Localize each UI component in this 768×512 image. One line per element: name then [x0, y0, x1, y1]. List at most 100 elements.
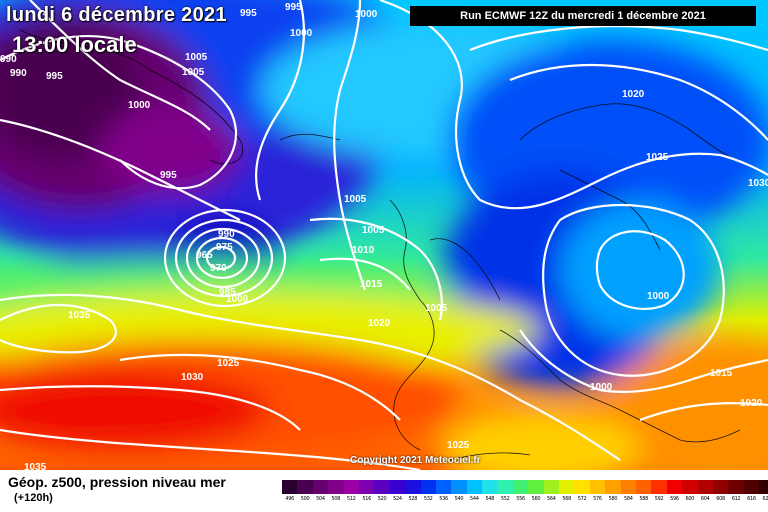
scale-cell: 532	[420, 480, 436, 504]
isobar-label: 1000	[226, 294, 249, 305]
isobar-label: 1020	[622, 89, 645, 100]
legend-title: Géop. z500, pression niveau mer	[8, 474, 226, 490]
scale-cell: 612	[728, 480, 744, 504]
scale-label: 576	[593, 496, 602, 502]
scale-swatch	[666, 480, 683, 494]
scale-label: 516	[362, 496, 371, 502]
scale-swatch	[466, 480, 483, 494]
scale-label: 588	[639, 496, 648, 502]
scale-swatch	[559, 480, 575, 494]
isobar-label: 1015	[360, 279, 383, 290]
scale-cell: 520	[374, 480, 390, 504]
scale-label: 608	[716, 496, 725, 502]
scale-label: 592	[654, 496, 664, 502]
legend-footer: Géop. z500, pression niveau mer (+120h) …	[0, 470, 768, 512]
scale-cell: 580	[605, 480, 621, 504]
scale-label: 580	[608, 496, 618, 502]
scale-cell: 620	[759, 480, 768, 504]
scale-label: 540	[454, 496, 464, 502]
scale-cell: 500	[297, 480, 313, 504]
isobar-label: 1005	[362, 225, 385, 236]
scale-label: 568	[562, 496, 572, 502]
isobar-label: 985	[219, 287, 236, 298]
forecast-date: lundi 6 décembre 2021	[6, 4, 227, 26]
scale-label: 520	[377, 496, 387, 502]
scale-cell: 496	[282, 480, 298, 504]
scale-swatch	[420, 480, 436, 494]
scale-swatch	[389, 480, 406, 494]
scale-swatch	[482, 480, 498, 494]
isobar-label: 990	[10, 68, 27, 79]
scale-label: 564	[547, 496, 556, 502]
scale-cell: 604	[697, 480, 713, 504]
scale-cell: 516	[358, 480, 375, 504]
scale-label: 528	[408, 496, 418, 502]
scale-label: 612	[731, 496, 741, 502]
isobar-label: 1000	[647, 291, 670, 302]
scale-label: 508	[331, 496, 341, 502]
isobar-label: 1030	[181, 372, 204, 383]
scale-cell: 564	[543, 480, 560, 504]
isobar-label: 1015	[710, 368, 733, 379]
isobar-label: 965	[196, 250, 213, 261]
isobar-label: 1025	[646, 152, 669, 163]
isobar-label: 1005	[182, 67, 205, 78]
scale-swatch	[282, 480, 298, 494]
scale-swatch	[497, 480, 513, 494]
color-scale: 496 500 504 508 512 516 520 524 528 532 536 540 544 5…	[282, 480, 768, 504]
isobar-label: 995	[240, 8, 257, 19]
scale-cell: 616	[743, 480, 760, 504]
isobar-label: 1000	[355, 9, 378, 20]
scale-swatch	[451, 480, 467, 494]
scale-cell: 552	[497, 480, 513, 504]
scale-cell: 596	[666, 480, 683, 504]
scale-swatch	[528, 480, 544, 494]
scale-swatch	[343, 480, 359, 494]
scale-cell: 556	[512, 480, 529, 504]
scale-swatch	[712, 480, 729, 494]
scale-label: 596	[670, 496, 679, 502]
scale-cell: 608	[712, 480, 729, 504]
scale-cell: 576	[589, 480, 606, 504]
scale-cell: 528	[405, 480, 421, 504]
isobar-label: 995	[46, 71, 63, 82]
scale-swatch	[358, 480, 375, 494]
isobar-label: 1025	[217, 358, 240, 369]
scale-swatch	[328, 480, 344, 494]
isobar-label: 1005	[185, 52, 208, 63]
scale-label: 604	[700, 496, 710, 502]
scale-label: 524	[393, 496, 402, 502]
model-run-label: Run ECMWF 12Z du mercredi 1 décembre 202…	[410, 6, 756, 26]
scale-label: 584	[623, 496, 633, 502]
isobar-label: 1000	[128, 100, 151, 111]
scale-swatch	[574, 480, 590, 494]
scale-label: 552	[500, 496, 510, 502]
scale-label: 572	[577, 496, 587, 502]
scale-swatch	[512, 480, 529, 494]
scale-swatch	[697, 480, 713, 494]
isobar-label: 1035	[68, 310, 91, 321]
scale-cell: 548	[482, 480, 498, 504]
isobar-label: 1010	[352, 245, 375, 256]
scale-swatch	[543, 480, 560, 494]
scale-cell: 584	[620, 480, 636, 504]
isobar-label: 970	[210, 263, 227, 274]
scale-cell: 508	[328, 480, 344, 504]
scale-label: 512	[346, 496, 356, 502]
isobar-label: 1000	[590, 382, 613, 393]
scale-label: 544	[470, 496, 479, 502]
scale-label: 616	[747, 496, 756, 502]
scale-cell: 560	[528, 480, 544, 504]
isobar-label: 1005	[425, 303, 448, 314]
scale-label: 556	[516, 496, 525, 502]
scale-label: 532	[423, 496, 433, 502]
isobar-label: 1020	[740, 398, 763, 409]
scale-label: 536	[439, 496, 448, 502]
legend-subtitle: (+120h)	[14, 492, 53, 504]
scale-label: 496	[285, 496, 295, 502]
scale-swatch	[651, 480, 667, 494]
scale-label: 600	[685, 496, 695, 502]
scale-label: 504	[316, 496, 325, 502]
isobar-label: 1025	[447, 440, 470, 451]
scale-swatch	[605, 480, 621, 494]
